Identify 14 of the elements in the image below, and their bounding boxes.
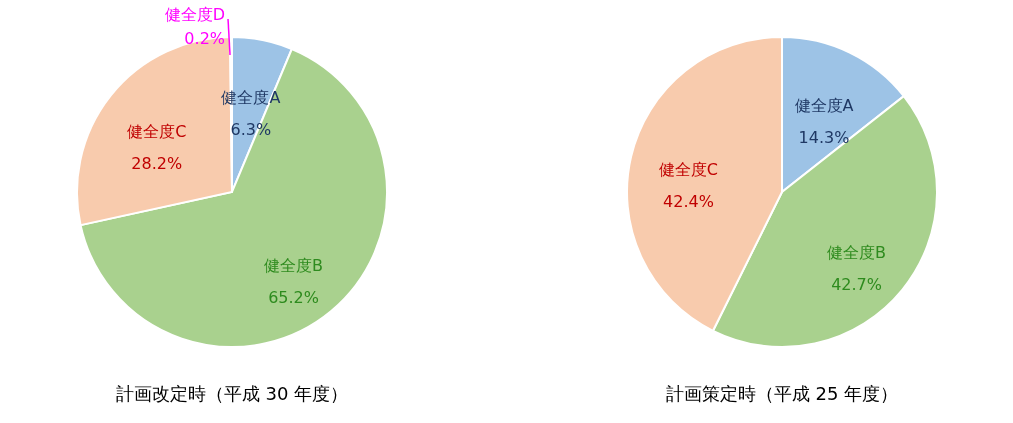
slice-label: 健全度C [127,122,187,142]
data-label: 0.2% [184,29,226,48]
data-label: 14.3% [798,127,850,147]
text: 計画策定時（平成 25 年度） [665,383,899,404]
slice-label: 健全度B [827,242,887,262]
data-label: 42.4% [663,192,714,212]
data-label: 65.2% [268,287,319,307]
slice-label: 健全度A [794,95,854,115]
text: 計画改定時（平成 30 年度） [115,383,349,404]
slice-label: 健全度C [658,160,719,180]
slice-label: 健全度D [164,5,226,24]
data-label: 28.2% [131,154,183,174]
data-label: 42.7% [831,274,882,294]
slice-label: 健全度B [264,255,324,275]
